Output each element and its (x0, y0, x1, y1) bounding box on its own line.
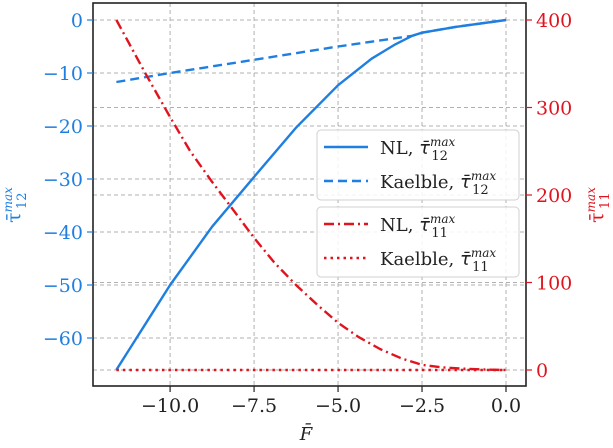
x-axis-label: F̄ (299, 422, 314, 445)
legend: NL, τ̄max 12 Kaelble, τ̄max 12 NL, τ̄max 11 Ka… (316, 129, 520, 278)
y-axis-left-label: τ̄max12 (1, 187, 30, 223)
y-left-label-sup: max (1, 187, 15, 213)
y-right-tick-label: 0 (536, 360, 548, 382)
series-layer (115, 18, 507, 372)
y-left-tick-label: −10 (43, 63, 83, 85)
y-right-tick-label: 200 (536, 185, 572, 207)
svg-text:τ̄max12: τ̄max12 (1, 187, 30, 223)
y-left-tick-label: −40 (43, 222, 83, 244)
y-right-tick-label: 300 (536, 98, 572, 120)
y-right-tick-label: 100 (536, 273, 572, 295)
x-tick-label: −2.5 (399, 395, 445, 417)
y-left-tick-label: −20 (43, 116, 83, 138)
x-tick-label: −7.5 (231, 395, 277, 417)
y-right-tick-label: 400 (536, 10, 572, 32)
y-left-label-sub: 12 (15, 193, 30, 210)
y-right-label-sup: max (584, 187, 598, 213)
svg-text:τ̄max11: τ̄max11 (584, 187, 613, 223)
y-right-label-base: τ̄ (586, 212, 608, 223)
legend-label: Kaelble, τ̄max 12 (380, 169, 496, 198)
x-tick-label: −10.0 (141, 395, 199, 417)
y-left-label-base: τ̄ (3, 212, 25, 223)
legend-label: NL, τ̄max 11 (380, 212, 456, 241)
legend-label: Kaelble, τ̄max 11 (380, 246, 496, 275)
y-right-label-sub: 11 (598, 193, 613, 210)
legend-label: NL, τ̄max 12 (380, 135, 456, 164)
x-tick-label: −5.0 (315, 395, 361, 417)
y-left-tick-label: −60 (43, 328, 83, 350)
series-line-1 (116, 18, 507, 84)
y-axis-right-label: τ̄max11 (584, 187, 613, 223)
y-left-tick-label: −30 (43, 169, 83, 191)
y-left-tick-label: −50 (43, 275, 83, 297)
x-tick-label: 0.0 (491, 395, 521, 417)
ticks: −10.0 −7.5 −5.0 −2.5 0.0 0 −10 −20 −30 −40 −50 −60 4… (43, 10, 572, 417)
y-left-tick-label: 0 (71, 10, 83, 32)
